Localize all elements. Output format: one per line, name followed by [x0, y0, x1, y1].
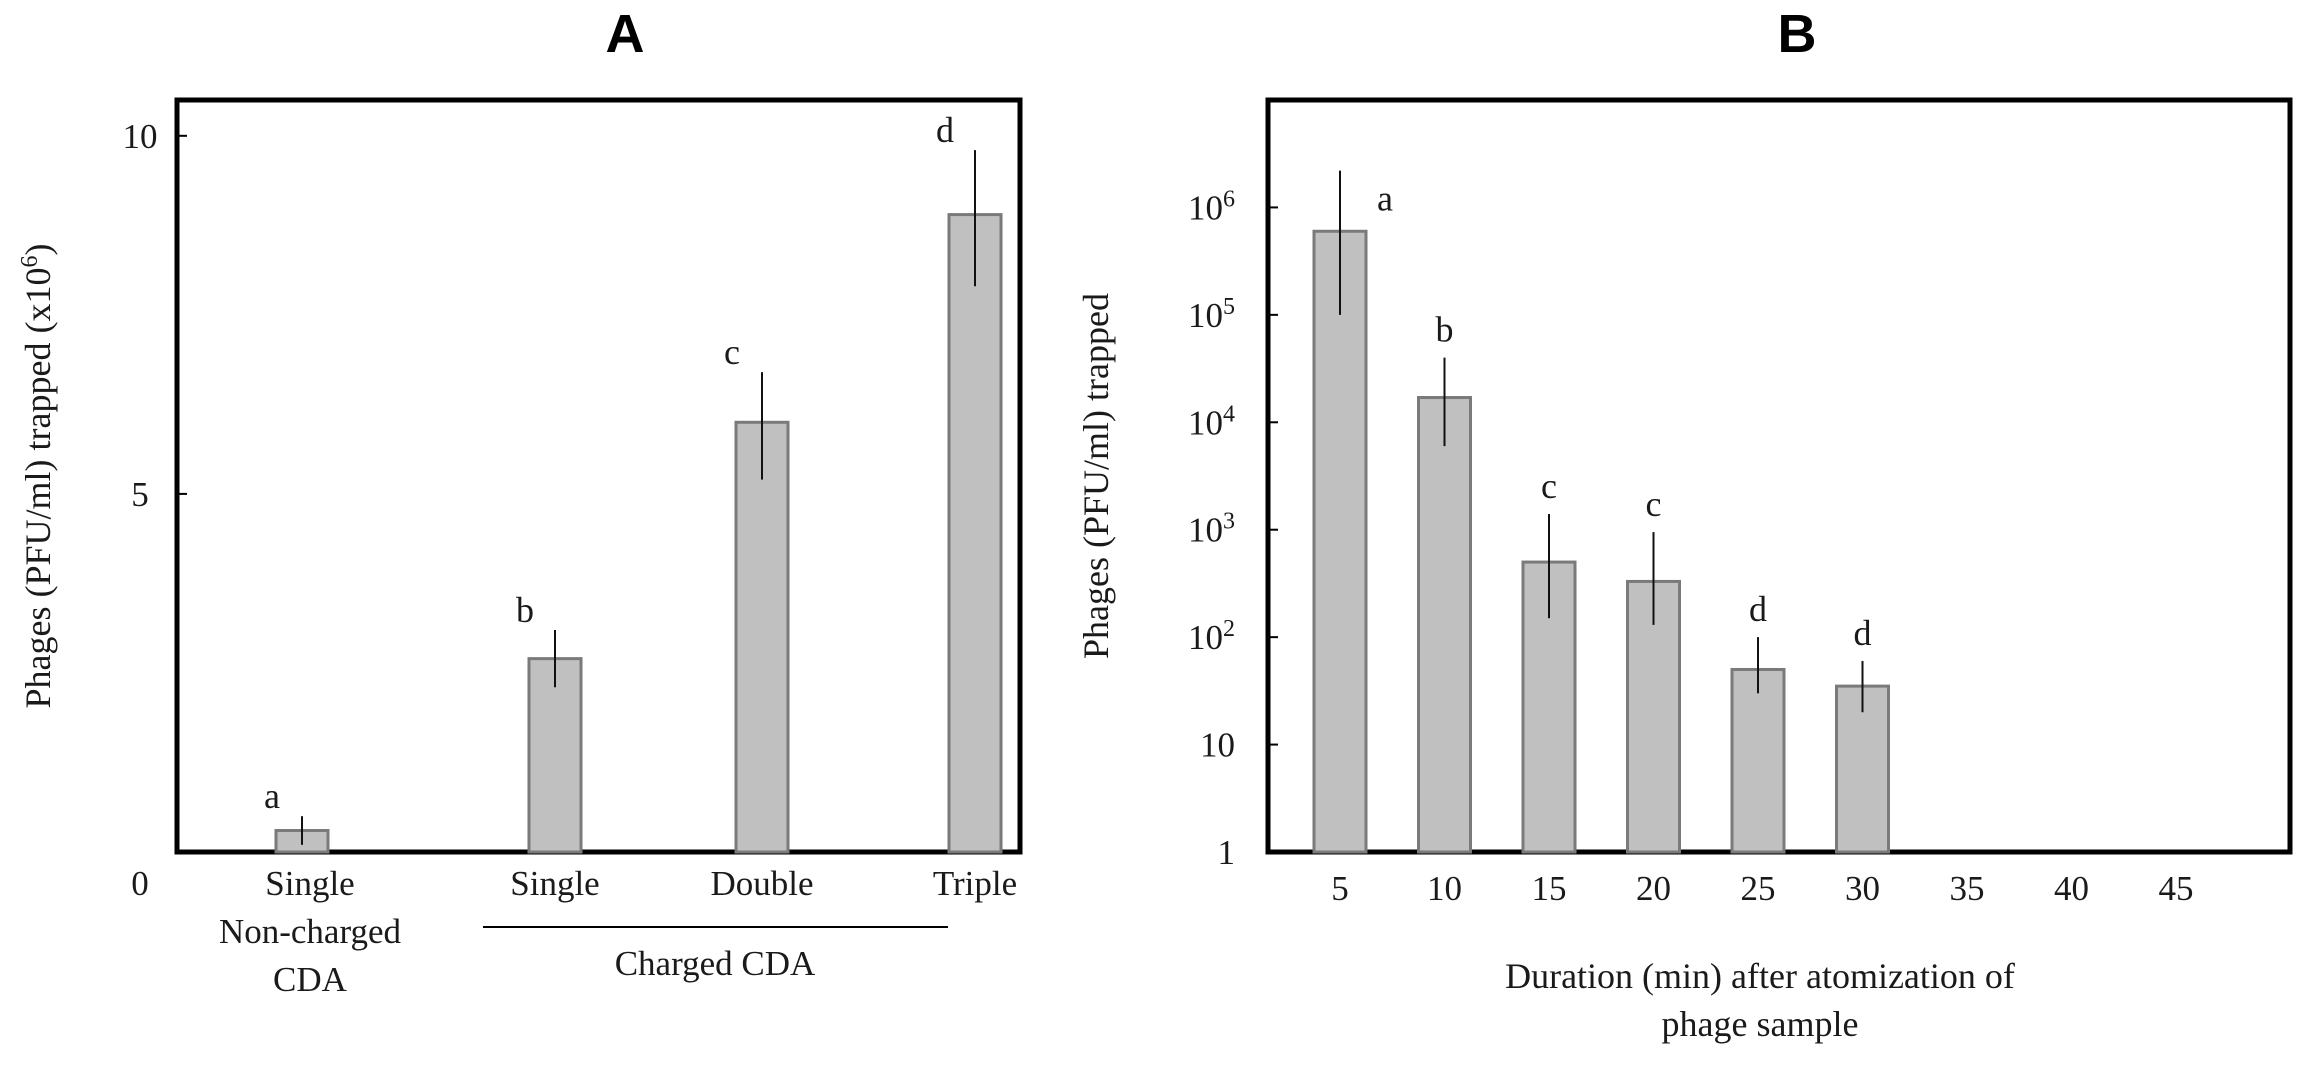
panel-b-y-axis-title: Phages (PFU/ml) trapped [1076, 293, 1116, 659]
panel-b: B Phages (PFU/ml) trapped 1 10 102 103 104 10… [1076, 4, 2293, 1044]
panel-b-x-tick-label: 40 [2054, 869, 2089, 908]
panel-b-bar [1626, 579, 1681, 854]
panel-b-x-tick-label: 35 [1950, 869, 1985, 908]
panel-a-x-tick-label: Single [510, 864, 599, 903]
panel-b-y-tick-label: 103 [1188, 509, 1235, 550]
panel-b-significance-letter: d [1854, 613, 1872, 653]
panel-a-y-axis-title: Phages (PFU/ml) trapped (x106) [17, 244, 58, 709]
panel-b-bar [1417, 396, 1472, 854]
panel-b-significance-letter: b [1436, 310, 1454, 350]
panel-b-significance-letter: d [1749, 589, 1767, 629]
panel-b-title: B [1778, 4, 1817, 64]
panel-a-bar [734, 420, 790, 854]
panel-a-significance-letter: a [264, 776, 280, 816]
panel-b-y-tick-label: 105 [1188, 294, 1235, 335]
panel-b-y-tick-label: 104 [1188, 401, 1235, 442]
panel-b-x-tick-label: 45 [2159, 869, 2194, 908]
panel-a-y-tick-label: 5 [131, 475, 149, 514]
panel-a-frame [174, 97, 1023, 855]
panel-b-x-tick-label: 30 [1845, 869, 1880, 908]
panel-a-significance-letter: b [516, 590, 534, 630]
panel-b-significance-letter: c [1646, 484, 1662, 524]
panel-b-x-tick-label: 5 [1331, 869, 1349, 908]
panel-b-x-tick-label: 25 [1741, 869, 1776, 908]
panel-a-significance-letter: c [724, 332, 740, 372]
panel-a-y-tick-label: 10 [123, 117, 158, 156]
panel-a-x-tick-label: CDA [273, 960, 348, 999]
panel-a-significance-letter: d [936, 110, 954, 150]
panel-b-x-tick-label: 15 [1532, 869, 1567, 908]
panel-a-bar [527, 657, 583, 854]
panel-b-x-tick-label: 10 [1427, 869, 1462, 908]
panel-a-x-tick-label: Triple [933, 864, 1017, 903]
panel-b-y-tick-label: 106 [1188, 186, 1235, 227]
panel-a-x-tick-label: Non-charged [219, 912, 402, 951]
panel-b-x-axis-title-line-2: phage sample [1662, 1004, 1859, 1044]
panel-b-y-tick-label: 1 [1218, 833, 1236, 872]
panel-a-y-tick-label: 0 [131, 864, 149, 903]
panel-b-y-ticks: 1 10 102 103 104 105 106 [1188, 186, 1278, 872]
panel-a-group-label: Charged CDA [615, 944, 816, 983]
panel-a: A Phages (PFU/ml) trapped (x106) 0 5 10 a b… [17, 4, 1023, 999]
panel-a-x-tick-label: Double [710, 864, 813, 903]
panel-a-x-tick-label: Single [265, 864, 354, 903]
panel-b-significance-letter: a [1377, 179, 1393, 219]
panel-a-y-ticks: 0 5 10 [123, 117, 187, 903]
panel-b-significance-letter: c [1541, 466, 1557, 506]
panel-b-bar [1730, 667, 1786, 854]
panel-a-bars: a b c d [264, 110, 1003, 854]
panel-a-bar [947, 213, 1003, 854]
panel-b-y-tick-label: 10 [1200, 726, 1235, 765]
panel-b-x-tick-label: 20 [1636, 869, 1671, 908]
panel-a-x-labels: Single Non-charged CDA Single Double Triple [219, 864, 1017, 999]
panel-b-bars: a b c c d d [1312, 170, 1890, 854]
panel-b-y-tick-label: 102 [1188, 616, 1235, 657]
panel-b-x-labels: 5 10 15 20 25 30 35 40 45 [1331, 869, 2193, 908]
panel-b-x-axis-title-line-1: Duration (min) after atomization of [1505, 956, 2015, 996]
panel-b-bar [1312, 229, 1368, 854]
panel-a-title: A [606, 4, 645, 64]
